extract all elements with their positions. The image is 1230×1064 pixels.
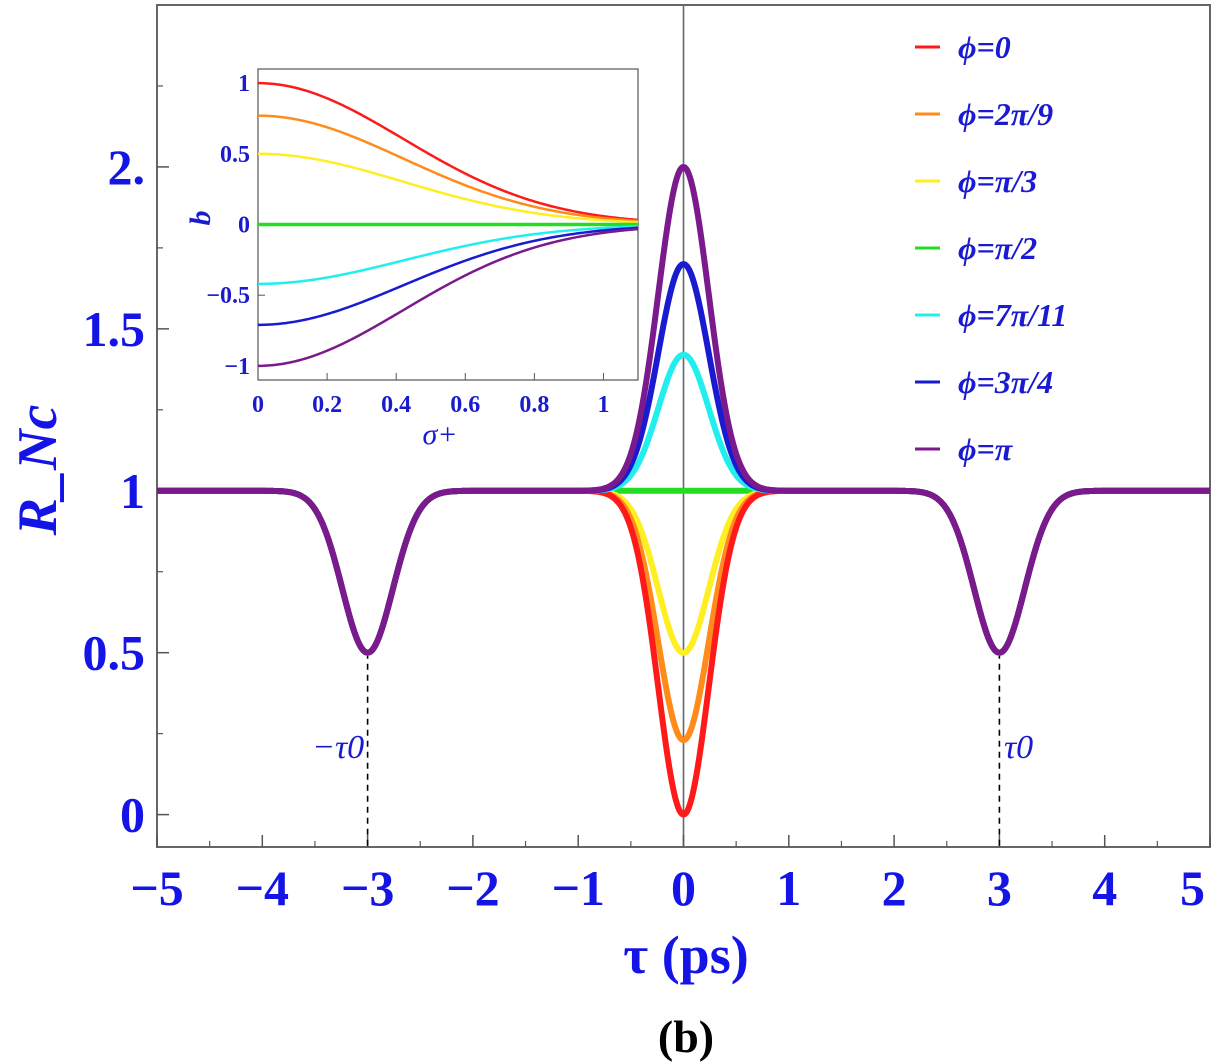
inset-tick-labels: 0 0.2 0.4 0.6 0.8 1 1 0.5 0 −0.5 −1 xyxy=(206,71,609,418)
x-tick-label: 1 xyxy=(776,860,801,916)
inset-series-line xyxy=(257,226,639,327)
legend-label: ϕ=0 xyxy=(958,29,1011,65)
main-series xyxy=(155,163,1212,818)
inset-y-tick-label: 0.5 xyxy=(220,142,250,168)
inset-x-tick-label: 0 xyxy=(252,392,264,418)
inset-y-tick-label: −1 xyxy=(224,354,250,380)
y-tick-label: 1 xyxy=(120,463,145,519)
x-tick-label: 0 xyxy=(671,860,696,916)
legend-label: ϕ=π xyxy=(958,431,1014,467)
y-axis-label: R_Nc xyxy=(7,405,69,537)
legend-label: ϕ=π/3 xyxy=(958,163,1037,199)
x-tick-label: −3 xyxy=(341,860,395,916)
y-tick-label: 1.5 xyxy=(83,301,146,357)
inset-series xyxy=(257,81,639,368)
inset-x-tick-label: 1 xyxy=(597,392,609,418)
inset-x-tick-label: 0.6 xyxy=(450,392,480,418)
series-line xyxy=(155,163,1212,656)
inset-series-line xyxy=(258,152,639,224)
inset-x-tick-label: 0.4 xyxy=(381,392,411,418)
inset-y-axis-label: b xyxy=(184,211,217,226)
x-tick-label: −4 xyxy=(236,860,290,916)
panel-label: (b) xyxy=(658,1011,714,1062)
x-tick-label: 5 xyxy=(1180,860,1205,916)
legend-label: ϕ=7π/11 xyxy=(958,297,1067,333)
legend-label: ϕ=2π/9 xyxy=(958,96,1053,132)
inset-series-line xyxy=(257,81,639,222)
y-tick-label: 0.5 xyxy=(83,625,146,681)
x-tick-label: −1 xyxy=(551,860,605,916)
y-tick-label: 2. xyxy=(108,139,146,195)
legend-label: ϕ=π/2 xyxy=(958,230,1037,266)
y-tick-label: 0 xyxy=(120,787,145,843)
inset-series-line xyxy=(257,227,639,368)
inset-x-axis-label: σ+ xyxy=(422,418,457,451)
inset-series-line xyxy=(258,225,639,286)
legend-label: ϕ=3π/4 xyxy=(958,364,1053,400)
x-tick-label: −5 xyxy=(130,860,184,916)
x-tick-label: −2 xyxy=(446,860,500,916)
inset-x-tick-label: 0.2 xyxy=(312,392,342,418)
annotation-tau0: τ0 xyxy=(1004,729,1033,766)
inset-series-line xyxy=(257,114,639,223)
inset-y-tick-label: 1 xyxy=(238,71,250,97)
x-tick-label: 3 xyxy=(987,860,1012,916)
main-tick-labels: −5 −4 −3 −2 −1 0 1 2 3 4 500.511.52. xyxy=(83,139,1206,916)
x-tick-label: 2 xyxy=(882,860,907,916)
x-axis-label: τ (ps) xyxy=(623,925,748,985)
x-tick-label: 4 xyxy=(1092,860,1117,916)
inset-chart: 0 0.2 0.4 0.6 0.8 1 1 0.5 0 −0.5 −1 b σ+ xyxy=(184,68,639,451)
annotation-neg-tau0: −τ0 xyxy=(312,729,364,766)
inset-x-tick-label: 0.8 xyxy=(519,392,549,418)
inset-y-tick-label: −0.5 xyxy=(206,283,250,309)
legend: ϕ=0 ϕ=2π/9 ϕ=π/3 ϕ=π/2 ϕ=7π/11 ϕ=3π/4 ϕ=π xyxy=(915,29,1067,467)
inset-y-tick-label: 0 xyxy=(238,213,250,239)
